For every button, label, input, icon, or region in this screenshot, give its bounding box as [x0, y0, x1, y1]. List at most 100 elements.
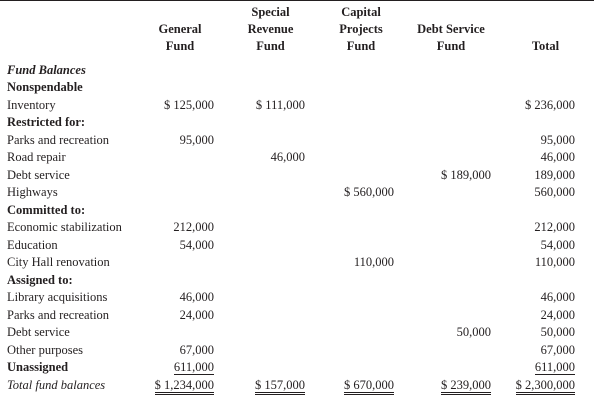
cell-debt-service — [405, 149, 497, 167]
table-row: City Hall renovation 110,000 110,000 — [0, 254, 594, 272]
cell-special-revenue — [224, 184, 317, 202]
cell-capital-projects — [317, 219, 405, 237]
cell-total: 560,000 — [497, 184, 594, 202]
row-label: Library acquisitions — [7, 290, 108, 304]
cell-value: 611,000 — [534, 360, 575, 375]
cell-value: 189,000 — [534, 167, 575, 182]
cell-value: 50,000 — [540, 325, 575, 339]
cell-special-revenue: 46,000 — [224, 149, 317, 167]
header-line: Total — [531, 39, 560, 53]
cell-debt-service — [405, 201, 497, 219]
top-rule — [0, 0, 594, 1]
cell-total: 189,000 — [497, 166, 594, 184]
cell-debt-service — [405, 131, 497, 149]
row-label: City Hall renovation — [7, 255, 110, 269]
cell-debt-service — [405, 254, 497, 272]
cell-total — [497, 79, 594, 97]
row-label: Inventory — [7, 97, 56, 112]
cell-capital-projects — [317, 96, 405, 114]
cell-total: 611,000 — [497, 359, 594, 377]
cell-total — [497, 201, 594, 219]
cell-special-revenue — [224, 359, 317, 377]
row-label: Fund Balances — [7, 62, 86, 77]
header-line: Capital — [341, 5, 381, 19]
row-label: Debt service — [7, 167, 70, 182]
cell-general: 611,000 — [136, 359, 224, 377]
cell-special-revenue — [224, 306, 317, 324]
table-row: Debt service $ 189,000 189,000 — [0, 166, 594, 184]
cell-total: 54,000 — [497, 236, 594, 254]
header-general-fund: General Fund — [136, 4, 224, 61]
cell-value: 24,000 — [179, 307, 214, 322]
cell-total: 46,000 — [497, 149, 594, 167]
cell-value: $ 236,000 — [525, 97, 575, 112]
header-row: General Fund Special Revenue Fund Capita… — [0, 4, 594, 61]
cell-debt-service — [405, 306, 497, 324]
cell-general — [136, 184, 224, 202]
table-row: Parks and recreation 95,000 95,000 — [0, 131, 594, 149]
row-label: Unassigned — [7, 360, 69, 374]
table-row: Road repair 46,000 46,000 — [0, 149, 594, 167]
cell-debt-service — [405, 359, 497, 377]
cell-debt-service: $ 189,000 — [405, 166, 497, 184]
cell-special-revenue — [224, 201, 317, 219]
cell-value: $ 111,000 — [255, 97, 305, 112]
cell-value: $ 189,000 — [441, 167, 491, 182]
cell-value: 212,000 — [173, 220, 214, 234]
cell-debt-service — [405, 289, 497, 307]
cell-debt-service — [405, 341, 497, 359]
row-label: Parks and recreation — [7, 132, 110, 147]
row-label: Nonspendable — [7, 80, 83, 94]
cell-debt-service — [405, 96, 497, 114]
cell-value: 611,000 — [173, 360, 214, 375]
header-line: Special — [251, 5, 290, 19]
cell-general — [136, 79, 224, 97]
row-label: Economic stabilization — [7, 220, 122, 234]
table-row: Economic stabilization 212,000 212,000 — [0, 219, 594, 237]
header-line: Fund — [436, 39, 466, 53]
cell-special-revenue: $ 111,000 — [224, 96, 317, 114]
row-label: Road repair — [7, 150, 66, 164]
cell-debt-service — [405, 236, 497, 254]
cell-general: 46,000 — [136, 289, 224, 307]
table-row: Debt service 50,000 50,000 — [0, 324, 594, 342]
cell-debt-service — [405, 219, 497, 237]
cell-total: $ 2,300,000 — [497, 376, 594, 395]
cell-general: 67,000 — [136, 341, 224, 359]
cell-special-revenue: $ 157,000 — [224, 376, 317, 395]
row-label: Parks and recreation — [7, 307, 110, 322]
cell-capital-projects — [317, 149, 405, 167]
cell-debt-service: $ 239,000 — [405, 376, 497, 395]
cell-debt-service — [405, 184, 497, 202]
cell-special-revenue — [224, 61, 317, 79]
header-total: Total — [497, 4, 594, 61]
header-label — [0, 4, 136, 61]
table-row: Education 54,000 54,000 — [0, 236, 594, 254]
cell-special-revenue — [224, 271, 317, 289]
cell-value: 54,000 — [540, 237, 575, 252]
cell-value: 46,000 — [179, 290, 214, 304]
cell-value: 95,000 — [179, 132, 214, 147]
row-label: Restricted for: — [7, 115, 86, 129]
cell-general — [136, 149, 224, 167]
table-row: Nonspendable — [0, 79, 594, 97]
cell-debt-service: 50,000 — [405, 324, 497, 342]
cell-capital-projects — [317, 306, 405, 324]
cell-capital-projects — [317, 359, 405, 377]
row-label: Highways — [7, 185, 58, 199]
row-label: Assigned to: — [7, 272, 73, 287]
cell-special-revenue — [224, 114, 317, 132]
cell-special-revenue — [224, 219, 317, 237]
header-line: Fund — [346, 39, 376, 53]
cell-capital-projects — [317, 61, 405, 79]
cell-capital-projects: $ 670,000 — [317, 376, 405, 395]
cell-special-revenue — [224, 324, 317, 342]
header-line: General — [158, 22, 202, 36]
cell-total: 46,000 — [497, 289, 594, 307]
cell-debt-service — [405, 61, 497, 79]
cell-general: 212,000 — [136, 219, 224, 237]
cell-general — [136, 201, 224, 219]
cell-capital-projects — [317, 324, 405, 342]
cell-total: $ 236,000 — [497, 96, 594, 114]
cell-value: 110,000 — [534, 255, 575, 269]
